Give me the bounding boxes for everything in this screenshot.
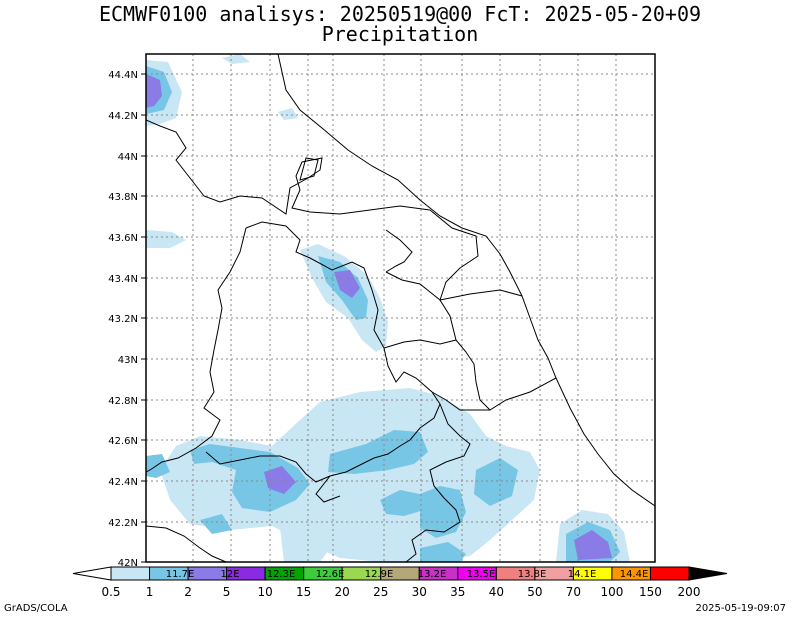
x-tick-label: 14.4E [620, 569, 649, 580]
y-tick-label: 42.8N [108, 396, 138, 407]
x-tick-label: 13.5E [467, 569, 496, 580]
colorbar-level-label: 150 [639, 585, 662, 599]
colorbar: 0.5 1 2 5 10 15 20 25 30 35 40 50 70 100 150 200 [72, 566, 728, 599]
x-tick-label: 13.8E [518, 569, 547, 580]
colorbar-level-label: 70 [566, 585, 581, 599]
colorbar-level-label: 10 [257, 585, 272, 599]
y-tick-label: 43.4N [108, 274, 138, 285]
colorbar-level-label: 25 [373, 585, 388, 599]
footer-timestamp: 2025-05-19-09:07 [695, 603, 786, 614]
y-tick-label: 44.2N [108, 111, 138, 122]
colorbar-level-label: 200 [678, 585, 701, 599]
map-subtitle: Precipitation [321, 22, 479, 46]
y-tick-label: 42N [118, 558, 138, 569]
colorbar-high-arrow [688, 566, 728, 581]
colorbar-level-label: 2 [184, 585, 192, 599]
y-tick-label: 44.4N [108, 70, 138, 81]
y-axis-ticks [141, 73, 146, 563]
x-tick-label: 12.9E [365, 569, 394, 580]
x-tick-label: 11.7E [166, 569, 195, 580]
y-tick-label: 43.6N [108, 233, 138, 244]
x-tick-label: 12E [220, 569, 239, 580]
colorbar-boxes [110, 566, 690, 581]
colorbar-level-label: 50 [527, 585, 542, 599]
colorbar-low-arrow [72, 566, 112, 581]
colorbar-level-label: 40 [489, 585, 504, 599]
colorbar-level-label: 5 [223, 585, 231, 599]
colorbar-level-label: 35 [450, 585, 465, 599]
y-tick-label: 42.2N [108, 518, 138, 529]
colorbar-level-label: 30 [412, 585, 427, 599]
y-tick-label: 43N [118, 355, 138, 366]
colorbar-level-label: 100 [600, 585, 623, 599]
y-tick-label: 42.6N [108, 436, 138, 447]
y-tick-label: 43.2N [108, 314, 138, 325]
precip-shading [146, 54, 630, 562]
borders [146, 54, 655, 562]
x-tick-label: 14.1E [568, 569, 597, 580]
x-tick-label: 13.2E [418, 569, 447, 580]
colorbar-level-label: 15 [296, 585, 311, 599]
y-tick-label: 42.4N [108, 477, 138, 488]
map-frame [145, 53, 656, 563]
colorbar-level-label: 0.5 [101, 585, 120, 599]
x-tick-label: 12.6E [316, 569, 345, 580]
y-tick-label: 43.8N [108, 192, 138, 203]
map-title: ECMWF0100 analisys: 20250519@00 FcT: 202… [98, 2, 702, 26]
colorbar-level-label: 1 [146, 585, 154, 599]
colorbar-level-label: 20 [335, 585, 350, 599]
colorbar-level-labels: 0.5 1 2 5 10 15 20 25 30 35 40 50 70 100 150 200 [101, 585, 700, 599]
y-tick-label: 44N [118, 152, 138, 163]
colorbar-swatch [649, 566, 690, 581]
x-tick-label: 12.3E [267, 569, 296, 580]
colorbar-swatch [110, 566, 151, 581]
footer-credit: GrADS/COLA [4, 603, 68, 614]
